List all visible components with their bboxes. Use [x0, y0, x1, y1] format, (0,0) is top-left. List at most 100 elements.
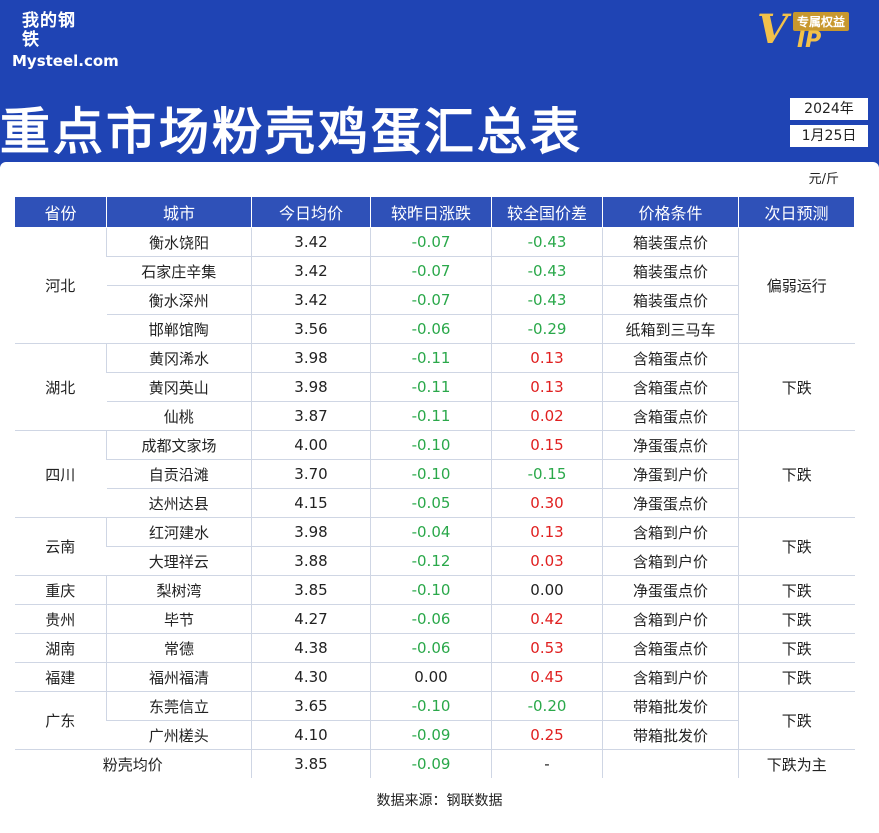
table-row: 广东 东莞信立 3.65 -0.10 -0.20 带箱批发价 下跌: [14, 691, 855, 750]
table-header-row: 省份 城市 今日均价 较昨日涨跌 较全国价差 价格条件 次日预测: [14, 196, 855, 228]
condition-cell: 带箱批发价: [602, 720, 739, 750]
change-cell: -0.10: [370, 575, 492, 605]
city-cell: 衡水深州: [106, 285, 252, 315]
diff-cell: 0.13: [491, 517, 603, 547]
forecast-cell: 下跌: [738, 633, 855, 663]
condition-cell: 含箱蛋点价: [602, 401, 739, 431]
condition-cell: 含箱到户价: [602, 546, 739, 576]
price-cell: 3.65: [251, 691, 371, 721]
price-cell: 4.15: [251, 488, 371, 518]
price-cell: 4.30: [251, 662, 371, 692]
city-cell: 达州达县: [106, 488, 252, 518]
city-cell: 成都文家场: [106, 430, 252, 460]
price-cell: 3.56: [251, 314, 371, 344]
table-row: 石家庄辛集 3.42 -0.07 -0.43 箱装蛋点价: [15, 256, 855, 286]
column-header: 城市: [106, 196, 252, 228]
price-cell: 4.27: [251, 604, 371, 634]
average-forecast: 下跌为主: [738, 749, 855, 778]
average-condition: [602, 749, 739, 778]
change-cell: -0.07: [370, 256, 492, 286]
diff-cell: 0.13: [491, 372, 603, 402]
table-row: 大理祥云 3.88 -0.12 0.03 含箱到户价: [15, 546, 855, 576]
city-cell: 黄冈英山: [106, 372, 252, 402]
column-header: 省份: [14, 196, 107, 228]
change-cell: -0.10: [370, 691, 492, 721]
price-cell: 3.88: [251, 546, 371, 576]
vip-v-letter: V: [757, 6, 789, 53]
condition-cell: 含箱蛋点价: [602, 633, 739, 663]
change-cell: -0.05: [370, 488, 492, 518]
diff-cell: -0.29: [491, 314, 603, 344]
table-body: 河北 衡水饶阳 3.42 -0.07 -0.43 箱装蛋点价 偏弱运行 石家庄辛集 3.42 -0…: [14, 227, 855, 778]
date-year: 2024年: [790, 98, 868, 120]
vip-label: 专属权益: [793, 12, 850, 31]
average-diff: -: [491, 749, 603, 778]
table-row: 湖北 黄冈浠水 3.98 -0.11 0.13 含箱蛋点价 下跌: [14, 343, 855, 431]
diff-cell: -0.43: [491, 256, 603, 286]
diff-cell: -0.15: [491, 459, 603, 489]
column-header: 今日均价: [251, 196, 371, 228]
data-source: 数据来源：钢联数据: [376, 793, 503, 809]
date-box: 2024年 1月25日: [790, 98, 868, 152]
table-row: 重庆 梨树湾 3.85 -0.10 0.00 净蛋蛋点价 下跌: [14, 575, 855, 605]
city-cell: 红河建水: [106, 517, 252, 547]
change-cell: -0.09: [370, 720, 492, 750]
mysteel-logo: 我的钢铁 Mysteel.com: [12, 11, 119, 71]
diff-cell: 0.03: [491, 546, 603, 576]
forecast-cell: 下跌: [738, 604, 855, 634]
condition-cell: 带箱批发价: [602, 691, 739, 721]
change-cell: -0.06: [370, 314, 492, 344]
condition-cell: 净蛋蛋点价: [602, 488, 739, 518]
condition-cell: 净蛋蛋点价: [602, 575, 739, 605]
city-cell: 福州福清: [106, 662, 252, 692]
city-cell: 广州槎头: [106, 720, 252, 750]
city-cell: 大理祥云: [106, 546, 252, 576]
diff-cell: 0.42: [491, 604, 603, 634]
province-cell: 河北: [14, 227, 107, 344]
change-cell: -0.10: [370, 430, 492, 460]
condition-cell: 箱装蛋点价: [602, 256, 739, 286]
change-cell: -0.11: [370, 401, 492, 431]
change-cell: -0.12: [370, 546, 492, 576]
condition-cell: 净蛋到户价: [602, 459, 739, 489]
change-cell: -0.06: [370, 604, 492, 634]
table-row: 四川 成都文家场 4.00 -0.10 0.15 净蛋蛋点价 下跌: [14, 430, 855, 518]
logo-cn-text: 我的钢铁: [22, 11, 76, 50]
page-title: 重点市场粉壳鸡蛋汇总表: [0, 103, 583, 161]
condition-cell: 含箱到户价: [602, 517, 739, 547]
city-cell: 邯郸馆陶: [106, 314, 252, 344]
change-cell: -0.07: [370, 227, 492, 257]
average-label: 粉壳均价: [102, 755, 163, 774]
forecast-cell: 下跌: [738, 662, 855, 692]
diff-cell: 0.25: [491, 720, 603, 750]
condition-cell: 箱装蛋点价: [602, 227, 739, 257]
diff-cell: 0.30: [491, 488, 603, 518]
forecast-cell: 下跌: [738, 575, 855, 605]
table-row: 河北 衡水饶阳 3.42 -0.07 -0.43 箱装蛋点价 偏弱运行: [14, 227, 855, 344]
table-row: 湖南 常德 4.38 -0.06 0.53 含箱蛋点价 下跌: [14, 633, 855, 663]
condition-cell: 净蛋蛋点价: [602, 430, 739, 460]
city-cell: 黄冈浠水: [106, 343, 252, 373]
diff-cell: 0.45: [491, 662, 603, 692]
price-cell: 4.10: [251, 720, 371, 750]
city-cell: 毕节: [106, 604, 252, 634]
city-cell: 仙桃: [106, 401, 252, 431]
province-cell: 云南: [14, 517, 107, 576]
diff-cell: 0.53: [491, 633, 603, 663]
province-cell: 四川: [14, 430, 107, 518]
egg-price-table: 省份 城市 今日均价 较昨日涨跌 较全国价差 价格条件 次日预测 河北 衡水饶阳 3.42 -0.…: [14, 196, 855, 778]
table-row: 衡水深州 3.42 -0.07 -0.43 箱装蛋点价: [15, 285, 855, 315]
price-cell: 3.98: [251, 343, 371, 373]
price-cell: 3.98: [251, 372, 371, 402]
table-row: 云南 红河建水 3.98 -0.04 0.13 含箱到户价 下跌: [14, 517, 855, 576]
change-cell: -0.11: [370, 372, 492, 402]
province-cell: 广东: [14, 691, 107, 750]
condition-cell: 含箱到户价: [602, 604, 739, 634]
forecast-cell: 偏弱运行: [738, 227, 855, 344]
diff-cell: 0.00: [491, 575, 603, 605]
table-row: 仙桃 3.87 -0.11 0.02 含箱蛋点价: [15, 401, 855, 431]
header-banner: 我的钢铁 Mysteel.com V 专属权益 IP: [0, 0, 879, 190]
price-cell: 3.98: [251, 517, 371, 547]
price-cell: 3.42: [251, 256, 371, 286]
province-cell: 福建: [14, 662, 107, 692]
